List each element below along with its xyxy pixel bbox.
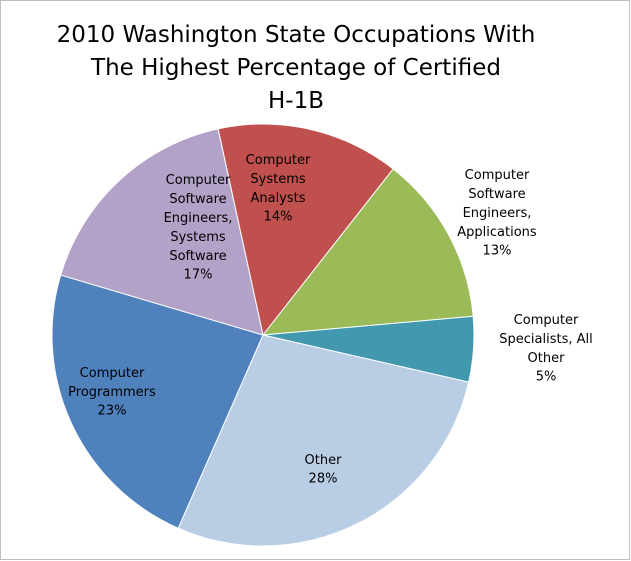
- slice-label: Computer Systems Analysts: [246, 153, 311, 206]
- slice-label: Computer Specialists, All Other: [499, 313, 592, 366]
- slice-value-label: 5%: [536, 370, 557, 385]
- slice-label: Computer Programmers: [68, 366, 156, 400]
- slice-value-label: 14%: [264, 210, 293, 225]
- slice-value-label: 23%: [98, 404, 127, 419]
- slice-label: Computer Software Engineers, Systems Softwar…: [164, 173, 233, 264]
- pie-slice: [261, 168, 474, 336]
- pie-slice: [51, 274, 264, 529]
- pie-slice: [177, 334, 470, 547]
- slice-value-label: 17%: [184, 268, 213, 283]
- pie-slice: [60, 128, 264, 336]
- slice-label: Computer Software Engineers, Applications: [457, 168, 537, 240]
- slice-value-label: 28%: [309, 472, 338, 487]
- slice-label: Other: [305, 453, 343, 468]
- chart-title: 2010 Washington State Occupations With Th…: [57, 22, 536, 114]
- pie-slice: [217, 123, 394, 337]
- slice-value-label: 13%: [483, 244, 512, 259]
